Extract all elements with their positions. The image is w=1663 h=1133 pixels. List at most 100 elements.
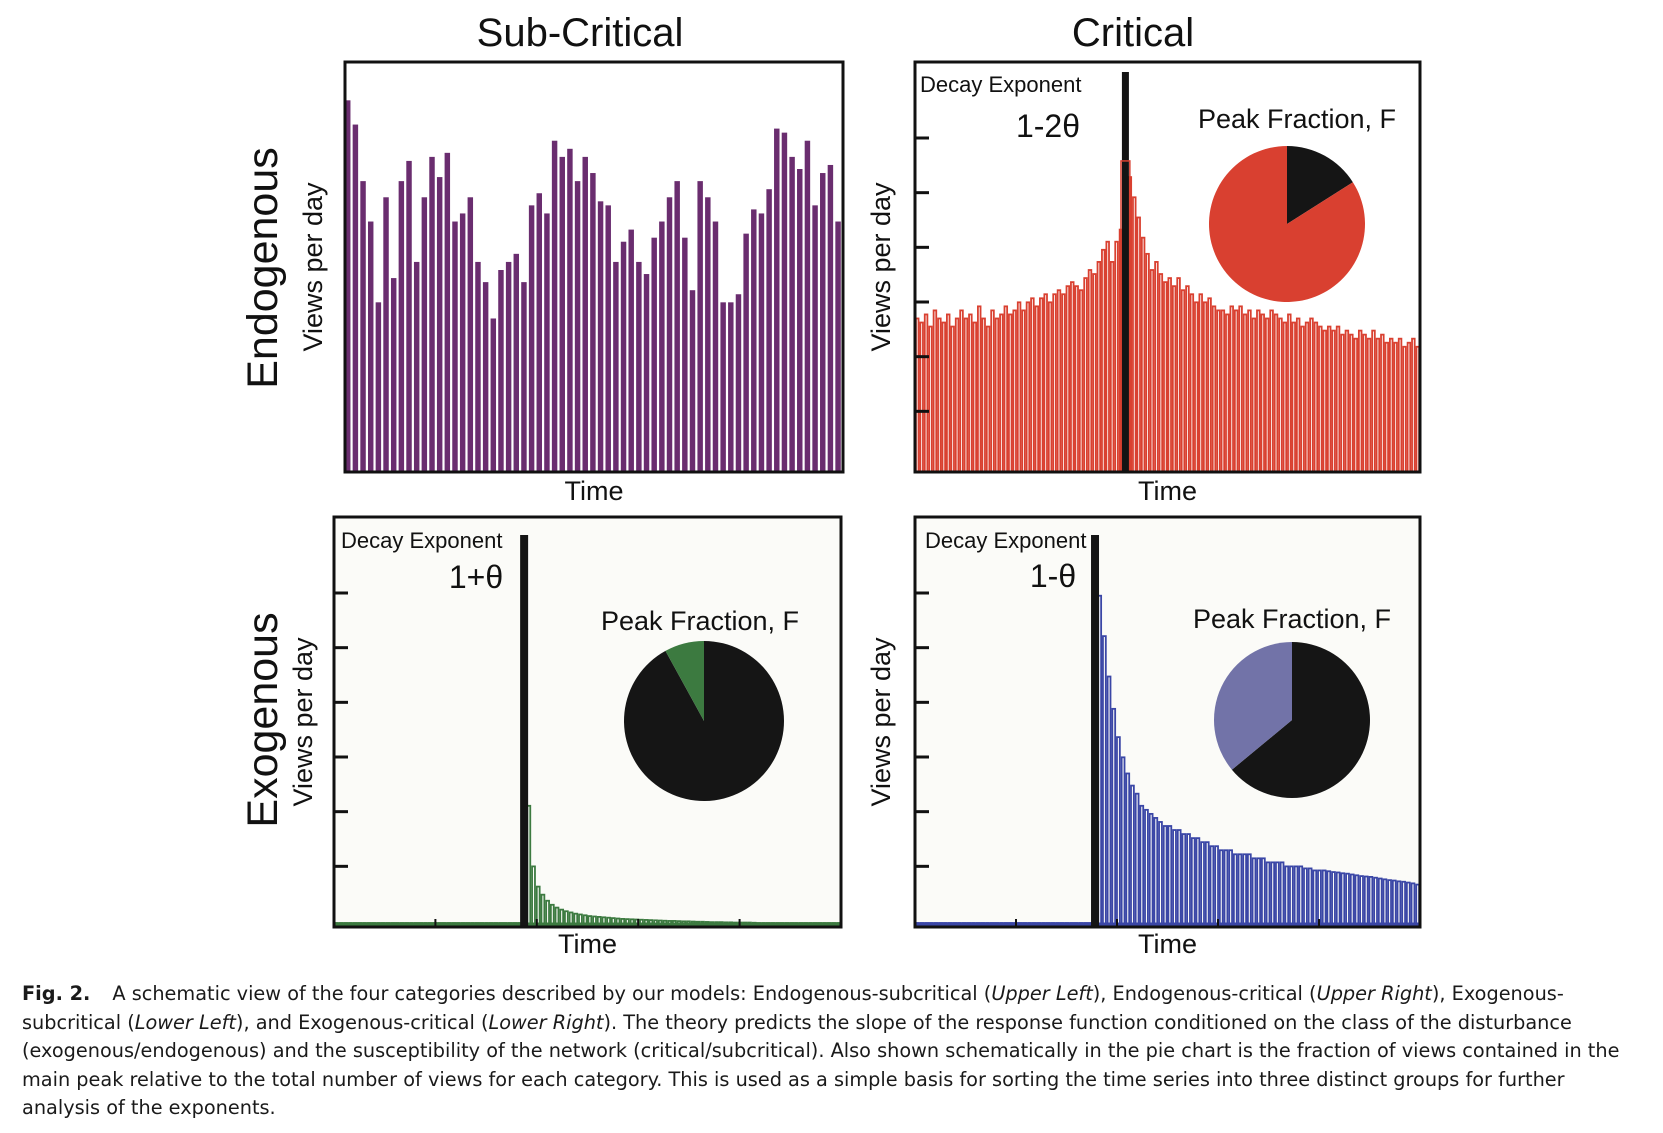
bar [498,270,504,472]
bar [352,124,359,472]
bar [559,156,565,472]
column-title-subcritical: Sub-Critical [477,11,684,55]
bar [835,221,841,472]
bar [705,197,711,472]
row-title-endogenous: Endogenous [239,147,287,389]
panel-endogenous-critical: Time Views per day Decay Exponent 1-2θ Peak … [866,60,1422,506]
bar [452,221,458,472]
bar [459,213,466,472]
bar [804,140,811,472]
bar [360,181,366,472]
pie-slice-rest [1209,146,1366,302]
bar [551,140,558,472]
bar [651,237,657,472]
bar [743,233,749,472]
bar [367,221,374,472]
bar [505,261,512,472]
peak-fraction-pie [1209,146,1366,302]
bar [689,290,696,472]
y-axis-label: Views per day [866,182,896,352]
caption-segment: Upper Left [991,982,1093,1005]
bar [789,156,795,472]
bar [620,241,627,472]
decay-exponent-label: Decay Exponent [925,528,1086,553]
bar [697,181,703,472]
bar [567,148,573,473]
plot-frame [913,515,1422,929]
bar [682,237,688,472]
bar [444,152,451,472]
bar [398,181,405,472]
bar [383,197,389,472]
decay-exponent-value: 1-2θ [1016,108,1080,144]
caption-segment: ), Exogenous-subcritical ( [22,982,1564,1034]
bar [820,173,826,473]
plot-frame [332,515,843,929]
bar [475,261,481,472]
pie-slice-rest [665,641,704,721]
bar [774,128,780,472]
bar [544,213,550,472]
peak-fraction-label: Peak Fraction, F [1193,604,1391,634]
column-title-critical: Critical [1072,11,1194,55]
bar [605,205,611,473]
bar [827,164,834,472]
bar-series [345,100,841,473]
pie-slice-peak [624,641,785,801]
bar [390,278,397,472]
decay-exponent-value: 1-θ [1030,558,1076,594]
row-title-exogenous: Exogenous [239,612,287,827]
bar [590,173,596,473]
decay-exponent-label: Decay Exponent [920,72,1081,97]
bar [421,197,428,472]
caption-segment: Lower Left [134,1010,236,1034]
bar [528,205,535,473]
bar [643,274,650,472]
bar [728,302,734,472]
bar [758,213,765,472]
pie-slice-peak [1287,146,1353,224]
bar [751,209,757,472]
bar [574,181,581,472]
figure-2: Sub-Critical Critical Endogenous Exogeno… [239,11,1422,959]
bar [597,201,604,472]
caption-segment: ), Endogenous-critical ( [1092,982,1317,1005]
bar [766,189,772,472]
caption-label: Fig. 2. [22,982,91,1005]
bar [636,261,642,472]
caption-body: A schematic view of the four categories … [22,982,1619,1119]
plot-frame [343,60,845,474]
caption-segment: Lower Right [488,1010,604,1034]
bar [582,156,588,472]
bar [720,302,726,472]
x-axis-label: Time [558,929,617,959]
caption-segment: A schematic view of the four categories … [112,982,992,1005]
bar [666,197,673,472]
bar [436,177,443,472]
caption-segment: ), and Exogenous-critical ( [235,1010,489,1034]
bar [429,156,435,472]
panel-endogenous-subcritical: Time Views per day [298,60,845,506]
bar [490,318,497,472]
peak-fraction-pie [1214,642,1370,798]
bar [482,282,489,472]
y-axis-label: Views per day [298,182,328,352]
decay-exponent-label: Decay Exponent [341,528,502,553]
bar [781,132,788,472]
bar [712,221,719,472]
peak-fraction-pie [624,641,785,801]
pie-slice-rest [1214,642,1292,770]
bar [735,294,742,472]
y-axis-label: Views per day [288,637,318,807]
bar [659,221,665,472]
bar [375,302,382,472]
bar [521,282,527,472]
bar [513,253,520,472]
panel-exogenous-critical: Time Views per day Decay Exponent 1-θ Peak F… [866,515,1422,959]
y-axis-label: Views per day [866,637,896,807]
peak-fraction-label: Peak Fraction, F [1198,104,1396,134]
bar [406,160,412,473]
bar [613,261,619,472]
x-axis-label: Time [565,476,624,506]
figure-caption: Fig. 2. A schematic view of the four cate… [22,980,1642,1123]
